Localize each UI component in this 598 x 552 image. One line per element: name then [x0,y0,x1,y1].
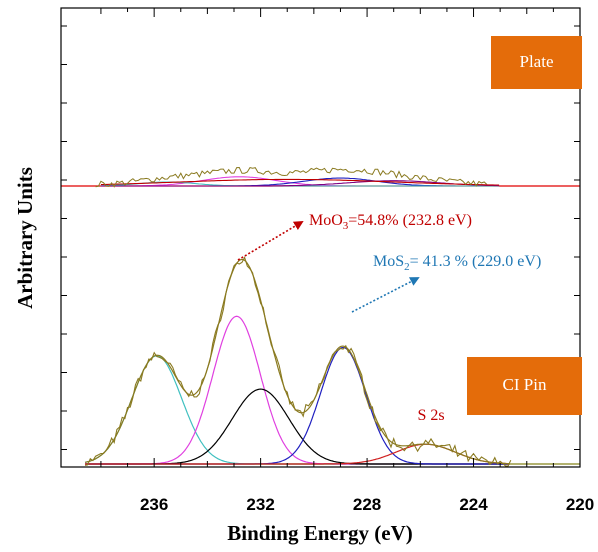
x-tick-label: 236 [140,495,168,514]
plate-raw-trace [95,166,488,188]
label-layer: 236 232 228 224 220 Binding Energy (eV) Arbitr… [13,36,594,545]
mos2-label: MoS2= 41.3 % (229.0 eV) [373,253,541,273]
panel-label-box [491,36,582,89]
pin-data-layer [84,255,512,467]
panel-label-box [467,357,582,415]
x-tick-label: 228 [353,495,381,514]
raw-data-trace [84,255,512,467]
x-tick-label: 232 [246,495,274,514]
moo3-arrow [237,221,304,261]
x-tick-label: 220 [566,495,594,514]
component-curve-4 [85,346,510,465]
panel-label-text: CI Pin [503,375,547,394]
y-axis-title: Arbitrary Units [13,167,37,309]
fit-envelope [84,258,510,465]
plot-frame [60,7,581,468]
plate-component-4 [100,180,500,187]
x-tick-label: 224 [459,495,488,514]
moo3-label: MoO3=54.8% (232.8 eV) [309,212,472,232]
component-curve-2 [85,315,510,465]
plate-layer [61,166,580,188]
component-curve-3 [85,388,510,465]
component-curve-5 [85,443,510,465]
x-axis-title: Binding Energy (eV) [227,521,413,545]
mos2-arrow [351,277,420,313]
annotation-layer [237,221,420,313]
tick-layer [61,8,581,467]
plate-component-5 [100,178,500,186]
s2s-label: S 2s [417,407,444,424]
panel-label-text: Plate [520,52,554,71]
